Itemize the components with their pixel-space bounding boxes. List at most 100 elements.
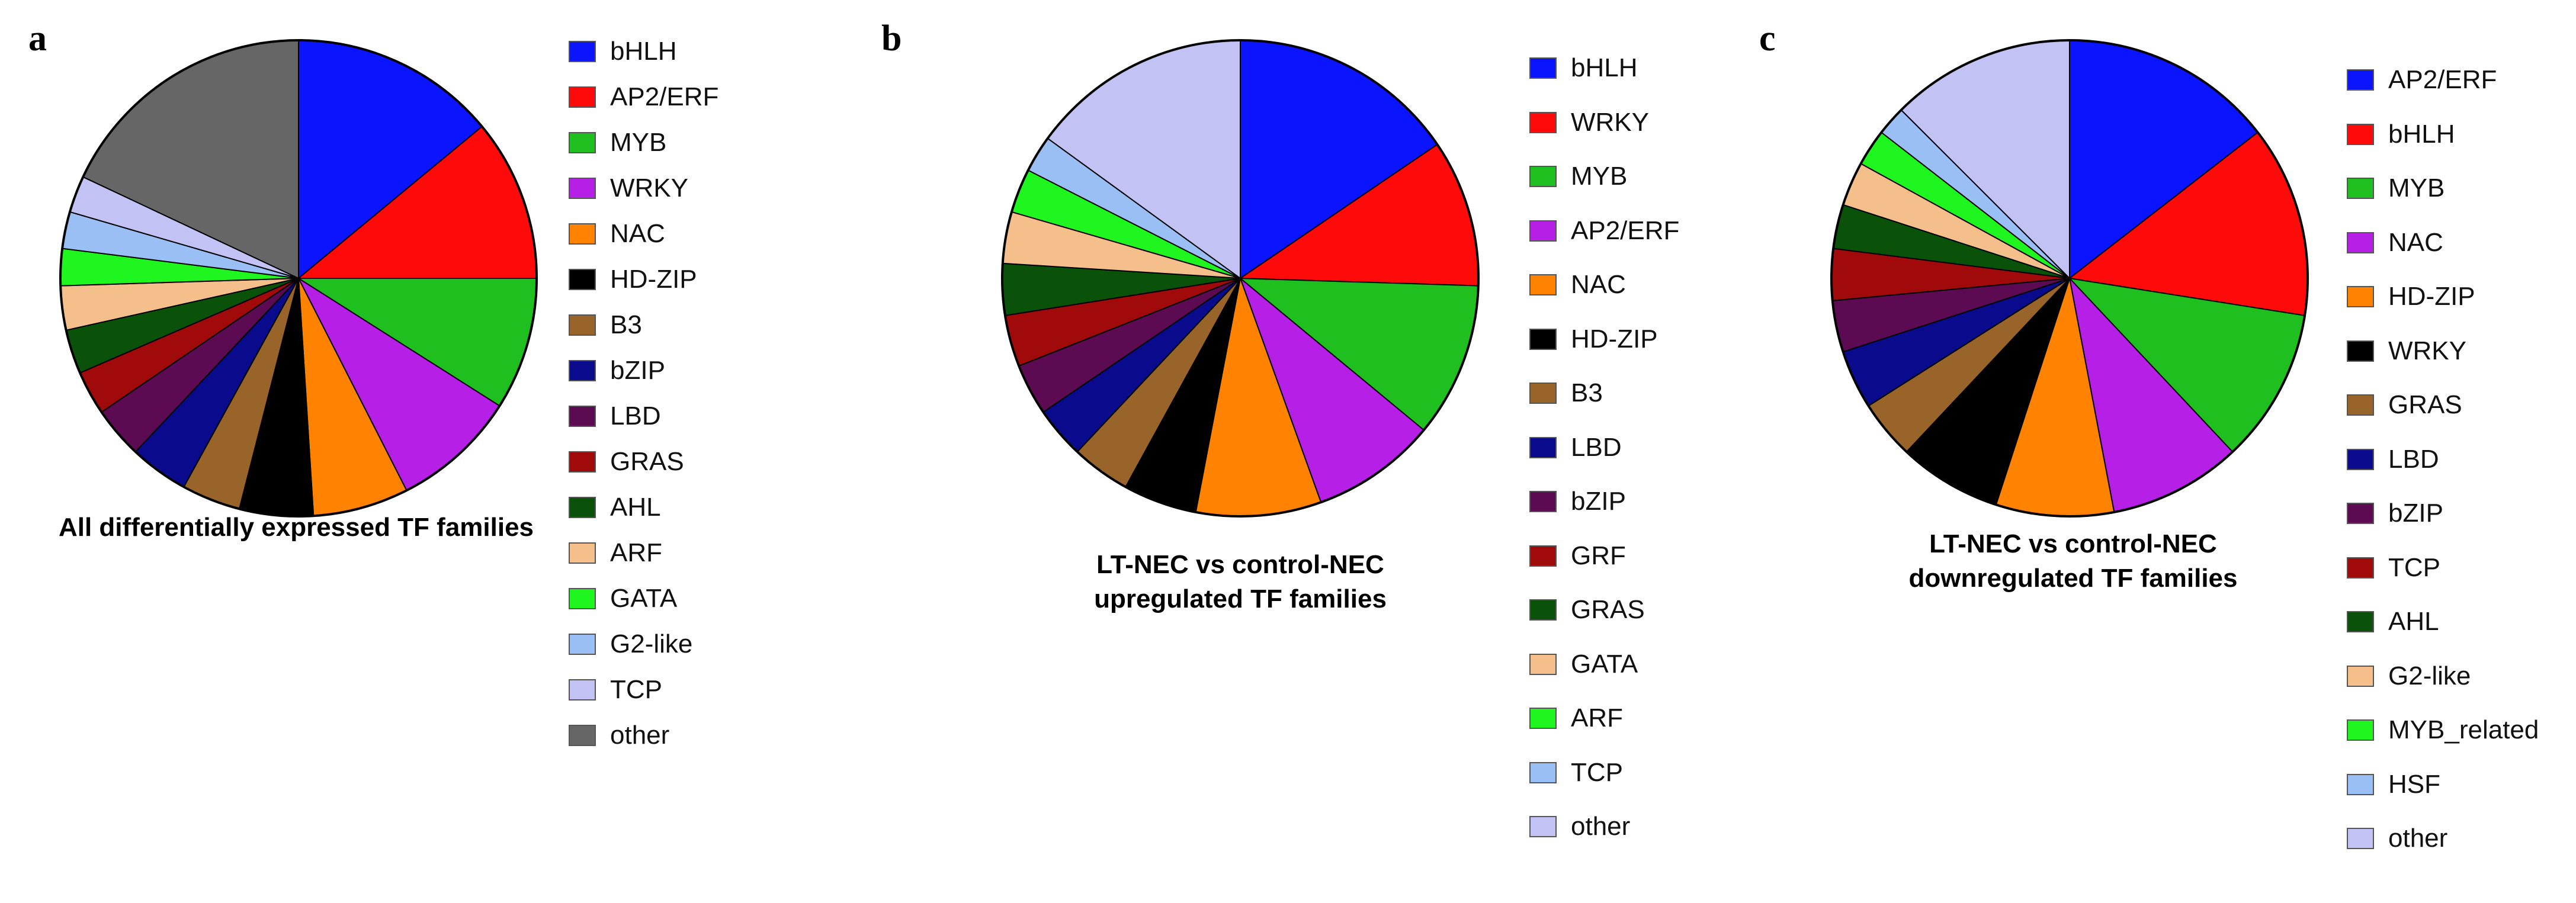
legend-label: TCP (1571, 757, 1623, 787)
legend-label: LBD (610, 401, 661, 430)
legend-item: bZIP (569, 356, 665, 385)
legend-item: HSF (2347, 770, 2440, 799)
legend-item: MYB (569, 128, 666, 158)
legend-swatch (1529, 599, 1557, 621)
legend-label: NAC (610, 219, 665, 248)
legend-label: GRAS (1571, 595, 1645, 624)
legend-label: WRKY (1571, 107, 1649, 137)
legend-label: G2-like (2388, 661, 2471, 690)
legend-item: NAC (1529, 270, 1626, 300)
pie-outline (1830, 39, 2309, 518)
legend-label: NAC (1571, 270, 1626, 299)
legend-label: AP2/ERF (2388, 65, 2497, 94)
legend-item: GRAS (2347, 390, 2462, 420)
legend-swatch (1529, 57, 1557, 79)
pie-chart-c (1830, 39, 2309, 518)
legend-label: HD-ZIP (1571, 324, 1658, 354)
legend-label: HD-ZIP (610, 265, 697, 294)
legend-swatch (569, 314, 596, 336)
legend-swatch (1529, 383, 1557, 404)
legend-item: HD-ZIP (2347, 282, 2475, 311)
legend-label: MYB_related (2388, 715, 2539, 744)
pie-outline (59, 39, 538, 518)
legend-swatch (569, 451, 596, 473)
pie-chart-b (1001, 39, 1480, 518)
legend-label: bZIP (610, 356, 665, 385)
legend-swatch (1529, 491, 1557, 512)
chart-title-b: LT-NEC vs control-NEC upregulated TF fam… (944, 548, 1536, 616)
legend-label: WRKY (610, 173, 688, 203)
legend-item: GRAS (1529, 595, 1645, 625)
legend-label: other (1571, 812, 1631, 841)
legend-item: WRKY (569, 173, 688, 203)
legend-item: MYB (2347, 173, 2445, 203)
legend-item: bZIP (1529, 487, 1626, 516)
legend-item: TCP (569, 675, 662, 705)
legend-item: LBD (1529, 433, 1622, 462)
pie-chart-a (59, 39, 538, 518)
legend-label: AHL (2388, 607, 2439, 636)
legend-label: AHL (610, 493, 661, 522)
chart-title-a: All differentially expressed TF families (58, 513, 534, 542)
legend-label: TCP (610, 675, 662, 704)
legend-item: bHLH (1529, 53, 1638, 83)
legend-label: GATA (1571, 649, 1638, 679)
legend-item: AP2/ERF (2347, 65, 2497, 95)
legend-label: WRKY (2388, 336, 2466, 365)
legend-label: bHLH (610, 37, 677, 66)
panel-label-b: b (881, 18, 902, 59)
legend-label: LBD (2388, 444, 2439, 474)
legend-item: GRF (1529, 541, 1626, 571)
legend-item: LBD (2347, 445, 2439, 474)
panel-label-a: a (28, 18, 47, 59)
panel-label-c: c (1759, 18, 1776, 59)
legend-item: other (569, 721, 669, 750)
legend-swatch (569, 86, 596, 108)
legend-swatch (569, 269, 596, 290)
chart-title-b-line-1: LT-NEC vs control-NEC (1096, 550, 1384, 579)
legend-swatch (569, 725, 596, 746)
legend-label: GRF (1571, 541, 1626, 570)
legend-swatch (569, 497, 596, 518)
legend-swatch (2347, 719, 2374, 741)
legend-item: ARF (1529, 703, 1623, 733)
legend-swatch (2347, 394, 2374, 416)
legend-swatch (1529, 274, 1557, 295)
legend-label: LBD (1571, 432, 1622, 462)
legend-item: MYB (1529, 162, 1627, 191)
legend-item: HD-ZIP (569, 265, 697, 294)
legend-swatch (1529, 545, 1557, 567)
legend-label: MYB (2388, 173, 2445, 203)
legend-item: other (1529, 812, 1630, 841)
legend-swatch (1529, 436, 1557, 458)
legend-item: other (2347, 824, 2447, 853)
legend-item: GATA (1529, 650, 1638, 679)
legend-item: TCP (2347, 553, 2440, 583)
legend-item: AHL (2347, 607, 2439, 637)
legend-label: B3 (610, 310, 642, 339)
legend-label: HSF (2388, 769, 2440, 799)
legend-item: B3 (1529, 378, 1603, 408)
legend-label: G2-like (610, 629, 693, 658)
legend-swatch (569, 178, 596, 199)
legend-swatch (569, 679, 596, 700)
chart-title-c-line-1: LT-NEC vs control-NEC (1929, 529, 2217, 558)
legend-swatch (2347, 286, 2374, 307)
legend-swatch (2347, 232, 2374, 253)
legend-item: NAC (2347, 228, 2443, 258)
legend-item: GATA (569, 584, 677, 613)
legend-swatch (2347, 665, 2374, 687)
legend-item: AHL (569, 493, 661, 522)
legend-swatch (1529, 111, 1557, 133)
legend-item: AP2/ERF (1529, 216, 1679, 246)
legend-item: LBD (569, 401, 661, 431)
legend-item: NAC (569, 219, 665, 249)
chart-title-b-line-2: upregulated TF families (1094, 584, 1387, 613)
legend-item: AP2/ERF (569, 82, 718, 112)
chart-title-c-line-2: downregulated TF families (1908, 564, 2238, 593)
legend-label: bZIP (2388, 499, 2443, 528)
legend-label: B3 (1571, 378, 1603, 407)
legend-item: TCP (1529, 758, 1623, 788)
legend-swatch (2347, 178, 2374, 199)
